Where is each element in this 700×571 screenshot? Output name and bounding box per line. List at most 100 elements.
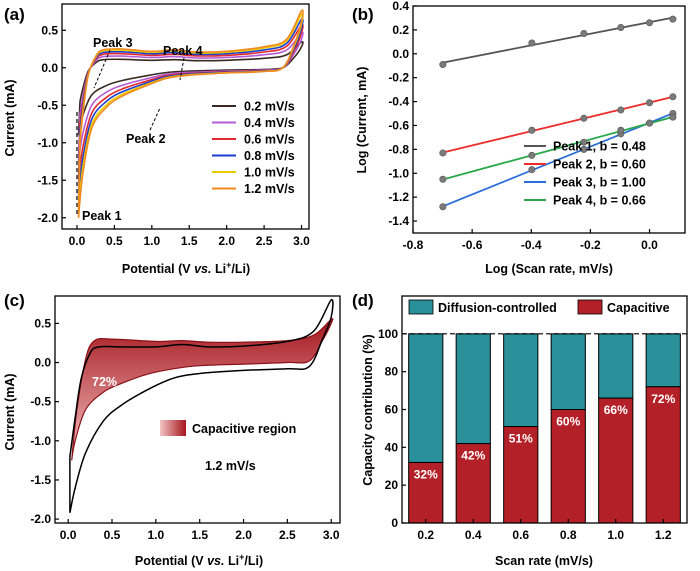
panel-b-xtick-label: -0.2 [580,238,601,252]
panel-d-bar-value-label: 32% [414,467,438,481]
panel-d-bar-diffusion [503,333,539,428]
panel-a-legend-label: 0.4 mV/s [244,116,295,130]
panel-b-legend-label: Peak 1, b = 0.48 [553,140,646,154]
panel-b-fit-line [442,112,674,208]
panel-d-bar-diffusion [455,333,491,445]
panel-a-xtick-label: 2.5 [256,234,273,248]
panel-c-xtick-label: 3.0 [323,528,340,542]
panel-b-ytick-label: -0.6 [388,118,409,132]
panel-d-xtick-label: 0.6 [512,528,529,542]
panel-d-ytick-label: 20 [385,478,399,492]
panel-d-xlabel: Scan rate (mV/s) [495,554,593,568]
panel-b-data-point [617,106,625,114]
panel-d-ytick-label: 0 [391,516,398,530]
panel-b-fit-line [442,116,674,181]
panel-d-bar-diffusion [645,333,681,388]
panel-b-data-point [580,145,588,153]
panel-a-ytick-label: 0.5 [41,23,58,37]
panel-a-annotation-peak4: Peak 4 [163,44,203,58]
panel-c-legend-swatch [160,420,186,436]
panel-b-data-point [669,15,677,23]
panel-d: (d) 0 20 40 60 80 100 32% 0.2 42% 0.4 51% 0.6 60% 0.8… [352,291,688,568]
panel-b-ytick-label: -0.2 [388,71,409,85]
panel-d-ylabel: Capacity contribution (%) [361,334,375,485]
panel-b-ylabel: Log (Current, mA) [355,67,369,174]
panel-a-legend-label: 0.6 mV/s [244,133,295,147]
panel-d-bar-capacitive [408,461,444,524]
panel-d-frame [401,295,688,524]
panel-label-d: (d) [352,291,374,310]
panel-c-ytick-label: -0.5 [30,395,51,409]
panel-b-data-point [646,119,654,127]
panel-d-ytick-label: 60 [385,403,399,417]
panel-b-ytick-label: -0.8 [388,142,409,156]
panel-d-legend-swatch-diffusion [408,299,434,315]
panel-a-peak2-pointer [149,107,161,131]
panel-b-data-point [669,113,677,121]
panel-c-percent-label: 72% [92,375,117,389]
panel-a-xlabel: Potential (V vs. Li+/Li) [122,260,250,276]
panel-label-a: (a) [4,5,25,24]
panel-b-ytick-label: 0.4 [392,0,409,13]
panel-a-legend-label: 1.2 mV/s [244,182,295,196]
panel-d-ytick-label: 80 [385,365,399,379]
panel-a-xtick-label: 0.0 [69,234,86,248]
panel-c-xtick-label: 0.5 [104,528,121,542]
panel-c-scan-rate-label: 1.2 mV/s [205,459,256,473]
panel-a-ytick-label: -2.0 [37,211,58,225]
panel-b-data-point [580,138,588,146]
panel-b-xlabel: Log (Scan rate, mV/s) [485,262,613,276]
panel-c-ytick-label: 0.5 [34,316,51,330]
panel-b-data-point [439,175,447,183]
panel-c-total-cv-curve [69,298,334,513]
panel-d-legend-swatch-capacitive [577,299,603,315]
panel-b-xtick-label: 0.0 [641,238,658,252]
panel-a-legend-label: 0.8 mV/s [244,149,295,163]
panel-a-xtick-label: 1.5 [181,234,198,248]
panel-c-ytick-label: -2.0 [30,512,51,526]
panel-a-xtick-label: 2.0 [218,234,235,248]
panel-b-data-point [439,203,447,211]
panel-b-fit-line [442,96,674,154]
panel-a-legend-label: 1.0 mV/s [244,166,295,180]
panel-d-bar-capacitive [645,386,681,524]
panel-c-capacitive-area [71,318,334,461]
panel-d-bar-diffusion [408,333,444,463]
panel-a-frame [61,3,310,230]
panel-a-annotation-peak3: Peak 3 [93,36,133,50]
panel-c-xlabel: Potential (V vs. Li+/Li) [135,552,263,568]
panel-b-data-point [646,99,654,107]
panel-a-cv-curve [77,9,304,218]
panel-b-xtick-label: -0.8 [403,238,424,252]
panel-b-ytick-label: -0.4 [388,95,409,109]
panel-c-xtick-label: 2.5 [279,528,296,542]
panel-b-ytick-label: 0.2 [392,23,409,37]
panel-d-xtick-label: 1.0 [607,528,624,542]
panel-d-ytick-label: 100 [378,327,398,341]
panel-a-peak3-pointer [93,49,111,89]
panel-d-bar-value-label: 66% [604,403,628,417]
panel-b-data-point [617,126,625,134]
panel-c-frame [54,295,341,524]
panel-d-xtick-label: 0.2 [417,528,434,542]
panel-b-data-point [617,24,625,32]
panel-b-legend-label: Peak 4, b = 0.66 [553,194,646,208]
panel-b-data-point [528,151,536,159]
panel-d-bar-capacitive [455,443,491,524]
panel-c-xtick-label: 1.0 [148,528,165,542]
panel-d-bar-diffusion [598,333,634,399]
panel-c-ytick-label: -1.0 [30,434,51,448]
panel-a-xtick-label: 3.0 [293,234,310,248]
panel-d-legend-label-diffusion: Diffusion-controlled [438,301,557,315]
panel-a-ytick-label: -0.5 [37,98,58,112]
panel-d-bar-value-label: 42% [461,449,485,463]
panel-a-annotation-peak1: Peak 1 [82,209,122,223]
panel-a-cv-curve [77,31,304,161]
panel-c-legend-label: Capacitive region [192,422,296,436]
panel-b-data-point [528,39,536,47]
panel-b-fit-line [442,16,674,64]
panel-b-ytick-label: -1.4 [388,214,409,228]
panel-a-annotation-peak2: Peak 2 [126,132,166,146]
panel-d-bar-capacitive [598,397,634,524]
